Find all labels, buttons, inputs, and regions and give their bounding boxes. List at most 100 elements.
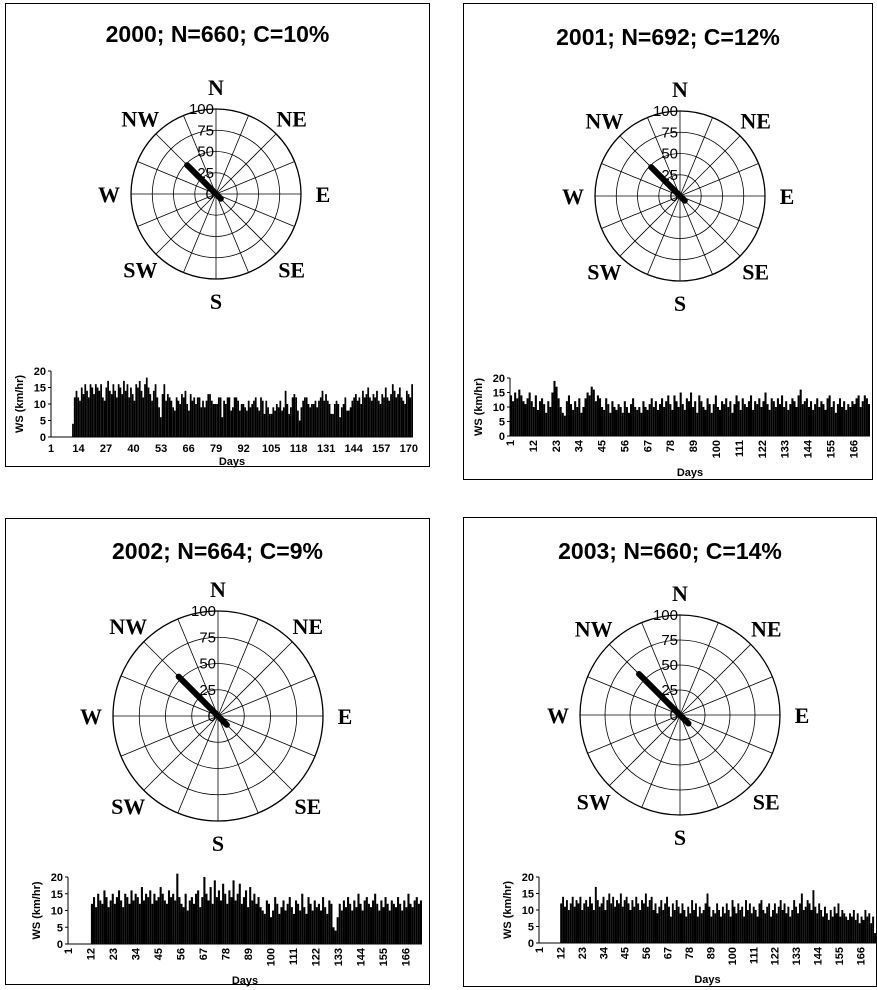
bar-day xyxy=(804,906,807,943)
bar-day xyxy=(528,392,531,436)
bar-day xyxy=(142,900,146,944)
bar-day xyxy=(687,906,690,943)
bar-x-tick-label: 122 xyxy=(770,947,782,965)
bar-day xyxy=(267,903,270,944)
bar-day xyxy=(210,400,213,437)
rose-ring-label: 75 xyxy=(661,124,678,141)
compass-label-sw: SW xyxy=(111,794,145,819)
bar-day xyxy=(565,900,568,943)
bar-day xyxy=(323,400,326,437)
bar-x-tick-label: 56 xyxy=(176,948,188,960)
bar-y-tick-label: 15 xyxy=(51,889,63,901)
bar-day xyxy=(762,910,765,943)
bar-day xyxy=(760,407,763,436)
bar-x-tick-label: 40 xyxy=(127,443,139,455)
bar-day xyxy=(664,903,667,943)
chart-title: 2001; N=692; C=12% xyxy=(556,24,780,50)
bar-day xyxy=(411,907,414,944)
bar-day xyxy=(311,404,313,437)
bar-day xyxy=(319,397,322,437)
bar-day xyxy=(739,910,742,943)
bar-day xyxy=(741,398,744,436)
rose-spoke xyxy=(587,714,681,754)
bar-day xyxy=(617,903,620,943)
bar-day xyxy=(781,395,784,436)
bar-day xyxy=(629,910,632,943)
bar-day xyxy=(192,903,196,944)
bar-day xyxy=(342,900,345,944)
bar-day xyxy=(644,407,647,436)
bar-day xyxy=(149,394,152,437)
bar-day xyxy=(101,397,104,437)
bar-day xyxy=(237,400,240,437)
bar-day xyxy=(415,897,418,944)
bar-day xyxy=(791,398,794,436)
bar-day xyxy=(336,917,339,944)
bar-day xyxy=(404,404,406,437)
bar-y-tick-label: 5 xyxy=(499,417,505,429)
bar-day xyxy=(675,401,678,436)
bar-day xyxy=(203,407,206,437)
bar-day xyxy=(589,896,591,943)
bar-day xyxy=(286,404,289,437)
bar-day xyxy=(339,417,341,437)
bar-day xyxy=(855,398,858,436)
bar-day xyxy=(401,910,404,944)
bar-day xyxy=(209,394,211,437)
bar-day xyxy=(700,401,703,436)
chart-svg-2000: 2000; N=660; C=10%0255075100NNEESESSWWNW… xyxy=(14,21,418,468)
bar-day xyxy=(116,397,118,437)
bar-day xyxy=(291,397,294,437)
bar-day xyxy=(714,913,717,943)
bar-day xyxy=(636,409,639,436)
bar-day xyxy=(721,401,724,436)
bar-day xyxy=(641,900,643,943)
bar-day xyxy=(712,404,715,436)
bar-day xyxy=(841,910,844,943)
bar-day xyxy=(374,397,377,437)
compass-label-w: W xyxy=(562,184,584,209)
bar-day xyxy=(854,919,857,943)
bar-day xyxy=(553,380,556,436)
bar-x-tick-label: 56 xyxy=(641,947,653,959)
bar-day xyxy=(787,906,790,943)
bar-day xyxy=(284,390,287,437)
bar-day xyxy=(758,398,761,436)
bar-day xyxy=(770,916,773,943)
bar-y-tick-label: 5 xyxy=(528,922,534,934)
bar-day xyxy=(159,417,162,437)
bar-day xyxy=(729,401,732,436)
bar-day xyxy=(344,907,348,944)
bar-day xyxy=(596,395,599,436)
bar-day xyxy=(235,397,238,437)
bar-day xyxy=(849,407,852,436)
compass-label-nw: NW xyxy=(585,108,623,133)
bar-day xyxy=(334,930,337,944)
bar-day xyxy=(565,401,568,436)
bar-day xyxy=(592,910,595,943)
bar-day xyxy=(681,903,684,943)
bar-day xyxy=(843,401,846,436)
bar-day xyxy=(172,893,175,944)
bar-day xyxy=(578,398,581,436)
bar-day xyxy=(775,913,778,943)
bar-day xyxy=(303,907,306,944)
bar-day xyxy=(110,394,113,437)
bar-day xyxy=(360,404,363,437)
bar-day xyxy=(731,900,734,943)
bar-day xyxy=(305,397,308,437)
bar-day xyxy=(644,893,647,943)
bar-day xyxy=(518,389,521,436)
bar-day xyxy=(865,398,868,436)
bar-day xyxy=(689,913,692,943)
rose-dominant-bar xyxy=(635,670,692,727)
bar-day xyxy=(611,401,614,436)
bar-day xyxy=(380,900,383,944)
bar-day xyxy=(612,896,615,943)
bar-x-tick-label: 111 xyxy=(734,440,746,457)
bar-day xyxy=(403,900,406,944)
bar-day xyxy=(772,910,774,943)
bar-day xyxy=(631,900,634,943)
bar-day xyxy=(355,394,357,437)
bar-day xyxy=(580,412,583,436)
